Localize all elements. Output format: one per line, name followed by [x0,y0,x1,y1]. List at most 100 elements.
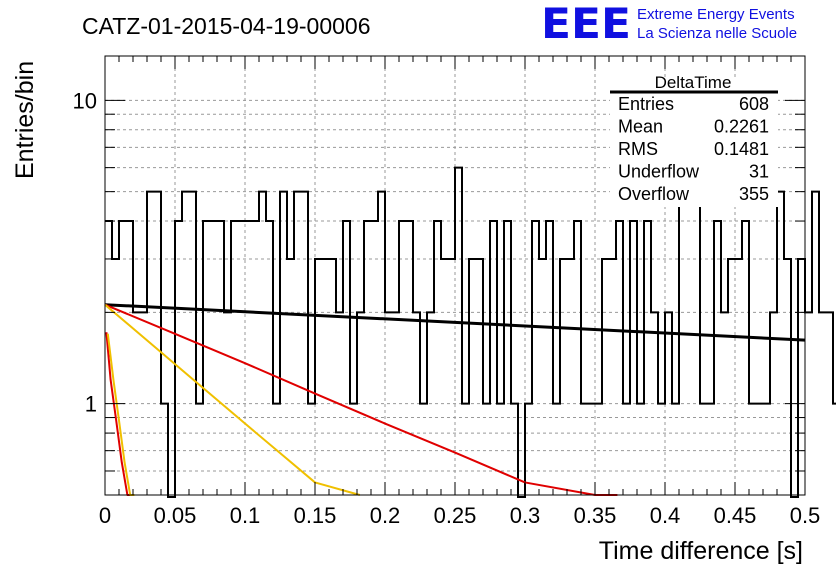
histogram-bin [805,312,812,495]
histogram-bin [693,192,700,495]
x-tick-label: 0.2 [370,503,401,528]
histogram-bin [777,192,784,495]
histogram-bin [441,259,448,495]
histogram-bin [721,312,728,495]
histogram-bin [462,404,469,495]
x-tick-label: 0.3 [510,503,541,528]
histogram-bin [686,192,693,495]
histogram-outline [105,166,836,498]
histogram-bin [434,221,441,495]
histogram-bin [616,221,623,495]
histogram-bin [546,221,553,495]
logo-line-1: Extreme Energy Events [637,6,795,23]
histogram-bin [378,192,385,495]
histogram-bin [553,404,560,495]
histogram-bin [637,404,644,495]
histogram-bin [175,221,182,495]
histogram-bin [602,259,609,495]
histogram-bin [343,221,350,495]
histogram-bin [651,312,658,495]
histogram-bin [371,221,378,495]
stats-label: Overflow [618,184,690,204]
histogram-bin [658,404,665,495]
stats-label: Entries [618,94,674,114]
stats-label: RMS [618,139,658,159]
histogram-bin [406,221,413,495]
histogram-bin [665,312,672,495]
histogram [105,166,836,498]
chart-title: CATZ-01-2015-04-19-00006 [82,13,371,39]
stats-title: DeltaTime [655,73,732,92]
histogram-bin [385,312,392,495]
histogram-bin [560,259,567,495]
x-tick-label: 0.1 [230,503,261,528]
axis-ticks: 0 0.05 0.1 0.15 0.2 0.25 0.3 0.35 0.4 0.45 0.5 1 10 [73,56,821,528]
histogram-bin [630,221,637,495]
x-tick-label: 0.45 [714,503,757,528]
histogram-bin [280,192,287,495]
histogram-bin [567,259,574,495]
stats-value: 608 [739,94,769,114]
histogram-bin [448,259,455,495]
histogram-bin [161,404,168,495]
histogram-bin [609,259,616,495]
histogram-bin [595,404,602,495]
x-tick-label: 0.5 [790,503,821,528]
histogram-bin [126,221,133,495]
histogram-bin [574,221,581,495]
histogram-bin [539,259,546,495]
histogram-bin [427,312,434,495]
histogram-bin [217,221,224,495]
histogram-bin [413,312,420,495]
histogram-bin [763,404,770,495]
fit-curve-3 [104,303,361,496]
histogram-bin [154,192,161,495]
histogram-bin [504,221,511,495]
histogram-bin [476,259,483,495]
x-axis-label: Time difference [s] [599,537,803,565]
fit-curve-2 [104,303,618,496]
histogram-bin [826,312,833,495]
histogram-bin [266,221,273,495]
histogram-bin [714,221,721,495]
histogram-bin [203,221,210,495]
stats-label: Mean [618,117,663,137]
histogram-bin [497,404,504,495]
histogram-bin [294,192,301,495]
histogram-bin [756,404,763,495]
histogram-bin [315,259,322,495]
histogram-bin [224,312,231,495]
histogram-bin [238,221,245,495]
stats-label: Underflow [618,162,700,182]
histogram-bin [455,168,462,495]
x-tick-label: 0.25 [434,503,477,528]
histogram-bin [392,312,399,495]
eee-logo: EEE [541,0,631,48]
y-tick-label: 1 [85,392,97,417]
stats-value: 0.2261 [714,117,769,137]
stats-value: 31 [749,162,769,182]
stats-value: 355 [739,184,769,204]
stats-box: DeltaTime Entries 608 Mean 0.2261 RMS 0.1481 Un… [610,73,778,207]
histogram-bin [749,404,756,495]
histogram-bin [511,404,518,495]
histogram-bin [399,221,406,495]
x-tick-label: 0.15 [294,503,337,528]
histogram-bin [420,404,427,495]
histogram-bin [189,192,196,495]
histogram-bin [588,404,595,495]
histogram-bin [259,192,266,495]
histogram-bin [672,404,679,495]
stats-box-background [610,80,778,207]
histogram-bin [364,221,371,495]
stats-value: 0.1481 [714,139,769,159]
histogram-bin [196,404,203,495]
histogram-bin [784,259,791,495]
histogram-bin [679,192,686,495]
histogram-bin [644,221,651,495]
histogram-bin [322,259,329,495]
histogram-bin [581,404,588,495]
histogram-bin [623,404,630,495]
